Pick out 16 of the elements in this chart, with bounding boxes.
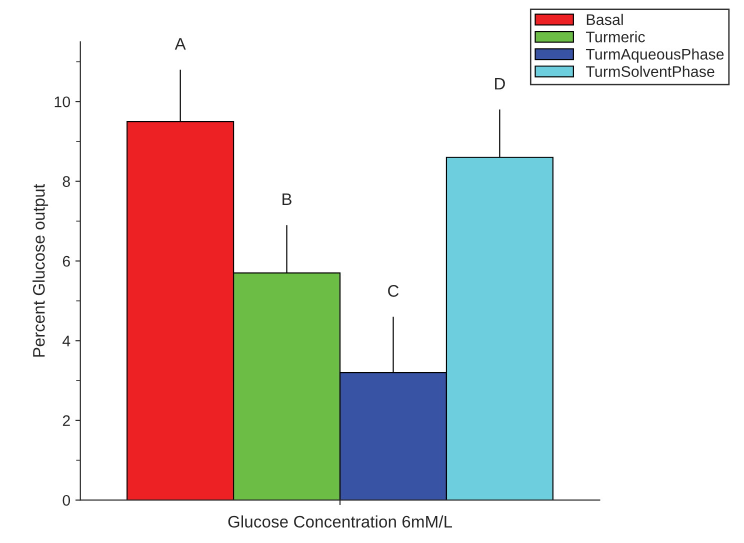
annotation: C — [388, 285, 399, 297]
legend-label: Turmeric — [586, 31, 645, 42]
legend-label: TurmSolventPhase — [586, 66, 714, 77]
y-tick-label: 6 — [62, 256, 70, 267]
annotation: A — [174, 38, 186, 50]
y-tick-label: 8 — [62, 176, 70, 187]
y-tick-label: 4 — [62, 336, 70, 346]
legend-label: Basal — [586, 14, 623, 26]
annotation: D — [495, 78, 505, 90]
legend-label: TurmAqueousPhase — [586, 48, 724, 63]
annotation: B — [282, 194, 292, 206]
y-tick-label: 10 — [54, 96, 70, 108]
x-axis-title: Glucose Concentration 6mM/L — [228, 515, 452, 528]
y-tick-label: 2 — [62, 415, 70, 426]
y-tick-label: 0 — [62, 494, 70, 506]
y-axis-title: Percent Glucose output — [32, 184, 48, 357]
